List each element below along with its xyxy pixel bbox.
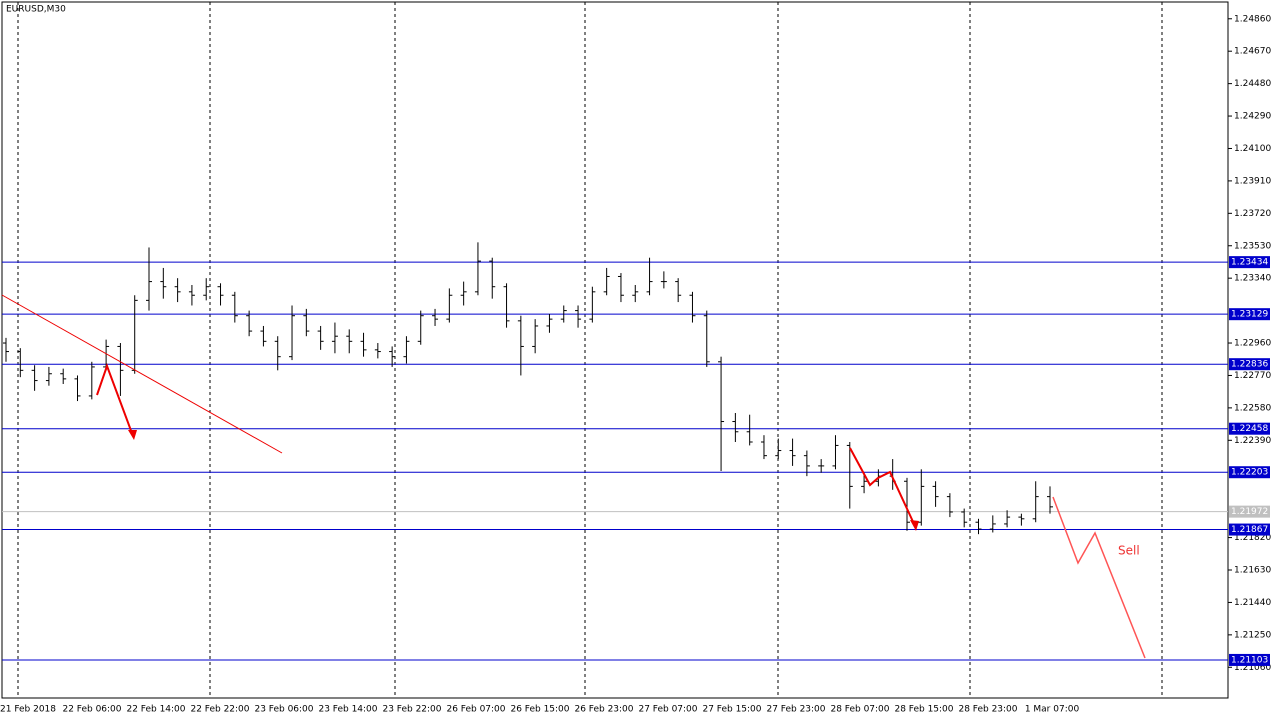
y-tick-label: 1.21630 (1234, 566, 1271, 576)
x-tick-label: 1 Mar 07:00 (1025, 705, 1080, 715)
annotation: Sell (1118, 544, 1140, 558)
levels (2, 261, 1228, 661)
y-tick-label: 1.22580 (1234, 403, 1271, 413)
price-axis: 1.24860 1.24670 1.24480 1.24290 1.24100 1.239… (1228, 14, 1271, 673)
x-tick-label: 26 Feb 23:00 (574, 705, 633, 715)
level-label-box (1229, 653, 1270, 666)
x-tick-label: 22 Feb 14:00 (126, 705, 185, 715)
y-tick-label: 1.21440 (1234, 598, 1271, 608)
arrow-heads (128, 430, 919, 531)
level-label: 1.22203 (1231, 468, 1268, 478)
arrows (96, 363, 916, 527)
y-tick-label: 1.22960 (1234, 339, 1271, 349)
level-label: 1.21972 (1231, 507, 1268, 517)
x-tick-label: 28 Feb 07:00 (830, 705, 889, 715)
y-tick-label: 1.24860 (1234, 14, 1271, 24)
sell-projection (1052, 496, 1146, 659)
chart-title: EURUSD,M30 (6, 5, 66, 15)
day-separators (17, 2, 1163, 698)
x-tick-label: 28 Feb 23:00 (958, 705, 1017, 715)
x-tick-label: 23 Feb 06:00 (254, 705, 313, 715)
level-label-box (1229, 358, 1270, 371)
y-tick-label: 1.24290 (1234, 112, 1271, 122)
y-tick-label: 1.24480 (1234, 79, 1271, 89)
level-label: 1.22458 (1231, 424, 1268, 434)
y-tick-label: 1.23910 (1234, 176, 1271, 186)
x-tick-label: 27 Feb 07:00 (638, 705, 697, 715)
x-tick-label: 28 Feb 15:00 (894, 705, 953, 715)
bars (3, 242, 1053, 535)
level-label: 1.23129 (1231, 310, 1268, 320)
y-tick-label: 1.24670 (1234, 47, 1271, 57)
level-label: 1.21867 (1231, 525, 1268, 535)
y-tick-label: 1.22770 (1234, 371, 1271, 381)
y-tick-label: 1.22390 (1234, 436, 1271, 446)
level-label-box (1229, 505, 1270, 518)
level-label-box (1229, 256, 1270, 269)
level-label-box (1229, 466, 1270, 479)
x-tick-label: 23 Feb 14:00 (318, 705, 377, 715)
y-tick-label: 1.21060 (1234, 663, 1271, 673)
x-tick-label: 22 Feb 06:00 (62, 705, 121, 715)
y-tick-label: 1.21820 (1234, 533, 1271, 543)
x-tick-label: 21 Feb 2018 (0, 705, 56, 715)
trend-line (1, 294, 283, 454)
y-tick-label: 1.21250 (1234, 630, 1271, 640)
x-tick-label: 22 Feb 22:00 (190, 705, 249, 715)
x-tick-label: 26 Feb 15:00 (510, 705, 569, 715)
x-tick-label: 27 Feb 15:00 (702, 705, 761, 715)
y-tick-label: 1.23340 (1234, 274, 1271, 284)
level-label: 1.21103 (1231, 655, 1268, 665)
level-label-box (1229, 308, 1270, 321)
x-tick-label: 26 Feb 07:00 (446, 705, 505, 715)
y-tick-label: 1.23720 (1234, 209, 1271, 219)
plot-frame (1, 1, 1229, 699)
level-label-box (1229, 523, 1270, 536)
y-tick-label: 1.24100 (1234, 144, 1271, 154)
level-label: 1.23434 (1231, 258, 1268, 268)
level-label-box (1229, 422, 1270, 435)
x-tick-label: 27 Feb 23:00 (766, 705, 825, 715)
x-tick-label: 23 Feb 22:00 (382, 705, 441, 715)
level-label: 1.22836 (1231, 360, 1268, 370)
y-tick-label: 1.23530 (1234, 241, 1271, 251)
